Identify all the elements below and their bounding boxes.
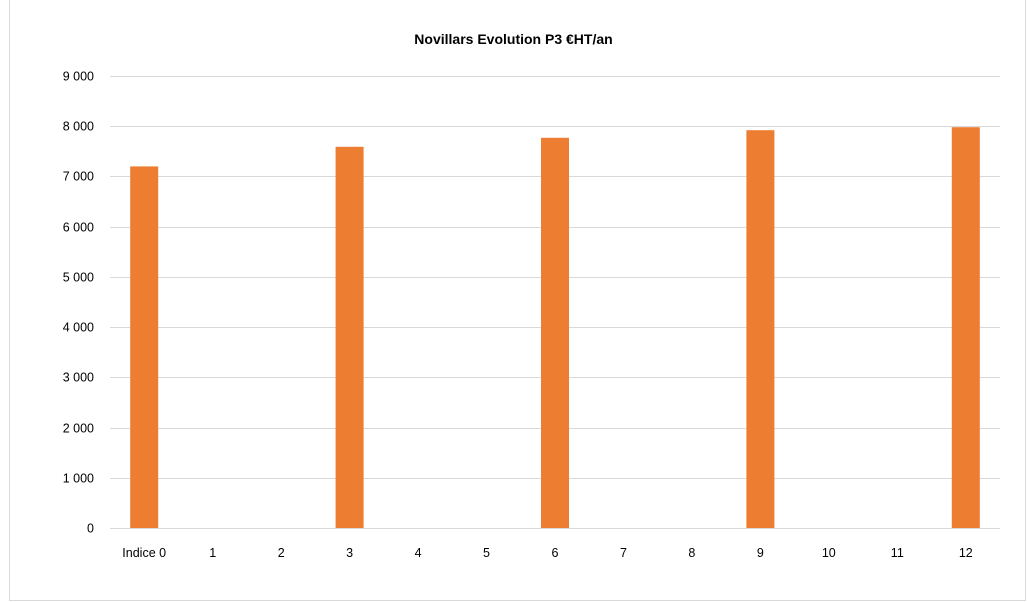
bar-3 bbox=[335, 146, 364, 529]
x-axis-ticks: Indice 0 1 2 3 4 5 6 7 8 9 10 11 12 bbox=[122, 546, 972, 560]
bar-12 bbox=[951, 127, 980, 528]
y-tick-label: 7 000 bbox=[63, 170, 94, 184]
chart-area bbox=[9, 0, 1026, 601]
x-tick-label: Indice 0 bbox=[122, 546, 166, 560]
x-tick-label: 5 bbox=[483, 546, 490, 560]
x-tick-label: 9 bbox=[757, 546, 764, 560]
x-tick-label: 7 bbox=[620, 546, 627, 560]
x-tick-label: 10 bbox=[822, 546, 836, 560]
y-tick-label: 6 000 bbox=[63, 221, 94, 235]
x-tick-label: 1 bbox=[209, 546, 216, 560]
bar-6 bbox=[541, 137, 569, 529]
y-tick-label: 3 000 bbox=[63, 371, 94, 385]
y-axis-ticks: 0 1 000 2 000 3 000 4 000 5 000 6 000 7 000 8 00… bbox=[63, 70, 94, 536]
y-tick-label: 2 000 bbox=[63, 422, 94, 436]
x-tick-label: 8 bbox=[688, 546, 695, 560]
y-tick-label: 4 000 bbox=[63, 321, 94, 335]
x-tick-label: 3 bbox=[346, 546, 353, 560]
y-tick-label: 0 bbox=[87, 522, 94, 536]
chart-title: Novillars Evolution P3 €HT/an bbox=[414, 31, 613, 47]
bars bbox=[130, 127, 980, 529]
x-tick-label: 11 bbox=[891, 546, 904, 560]
x-tick-label: 2 bbox=[278, 546, 285, 560]
x-tick-label: 6 bbox=[552, 546, 559, 560]
x-tick-label: 4 bbox=[415, 546, 422, 560]
y-tick-label: 1 000 bbox=[63, 472, 94, 486]
bar-indice-0 bbox=[130, 166, 159, 528]
y-tick-label: 8 000 bbox=[63, 120, 94, 134]
y-tick-label: 5 000 bbox=[63, 271, 94, 285]
x-tick-label: 12 bbox=[959, 546, 973, 560]
bar-9 bbox=[746, 130, 775, 528]
y-tick-label: 9 000 bbox=[63, 70, 94, 84]
